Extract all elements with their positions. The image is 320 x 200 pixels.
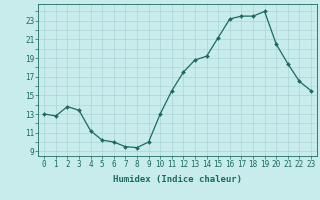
- X-axis label: Humidex (Indice chaleur): Humidex (Indice chaleur): [113, 175, 242, 184]
